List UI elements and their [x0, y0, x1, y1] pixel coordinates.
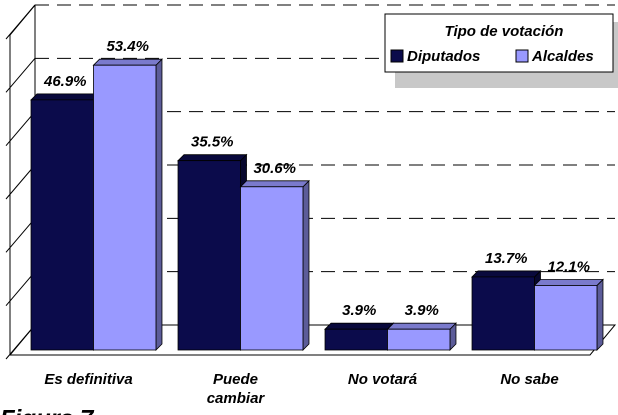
x-tick-label: No sabe — [500, 371, 558, 388]
y-tick — [5, 218, 36, 253]
bar-front — [471, 276, 535, 351]
bar-front — [93, 64, 157, 351]
caption: Figura 7 — [0, 405, 95, 415]
bar-side — [302, 179, 310, 351]
y-tick — [5, 58, 36, 93]
x-tick-label-line: Puede — [213, 371, 258, 388]
bar — [324, 322, 395, 351]
bar — [239, 179, 310, 351]
bar — [92, 58, 163, 351]
value-label: 46.9% — [43, 73, 87, 90]
bar-top — [239, 180, 310, 188]
bar — [386, 322, 457, 351]
x-tick-label-line: cambiar — [207, 390, 266, 407]
legend-swatch — [390, 49, 404, 63]
value-label: 35.5% — [191, 134, 234, 151]
y-tick — [5, 324, 36, 360]
value-label: 30.6% — [253, 160, 296, 177]
value-label: 3.9% — [405, 302, 439, 319]
value-label: 13.7% — [485, 250, 528, 267]
bar-front — [324, 328, 388, 351]
x-tick-label: Es definitiva — [44, 371, 132, 388]
value-label: 12.1% — [547, 258, 590, 275]
y-tick — [5, 111, 36, 146]
bar-front — [240, 186, 304, 351]
x-tick-label: Puede cambiar — [207, 371, 266, 407]
legend-label: Diputados — [407, 48, 480, 65]
bar-top — [324, 322, 395, 330]
bar-front — [387, 328, 451, 351]
legend — [384, 13, 614, 73]
bar-top — [471, 270, 542, 278]
x-tick-label: No votará — [348, 371, 417, 388]
bar — [533, 278, 604, 351]
bar-top — [92, 58, 163, 66]
bar — [177, 153, 248, 351]
legend-title: Tipo de votación — [445, 23, 564, 40]
bar-front — [534, 285, 598, 351]
bar-front — [30, 99, 94, 351]
bar — [30, 92, 101, 351]
y-tick — [5, 4, 36, 40]
value-label: 53.4% — [106, 38, 149, 55]
bar-top — [177, 154, 248, 162]
bar-side — [596, 278, 604, 351]
bar-front — [177, 160, 241, 351]
bar-top — [30, 93, 101, 101]
y-tick — [5, 271, 36, 306]
legend-label: Alcaldes — [531, 48, 594, 65]
bar-top — [386, 322, 457, 330]
legend-swatch — [515, 49, 529, 63]
y-tick — [5, 164, 36, 200]
bar-top — [533, 279, 604, 286]
value-label: 3.9% — [342, 302, 376, 319]
bar-side — [155, 58, 163, 351]
bar — [471, 269, 542, 351]
